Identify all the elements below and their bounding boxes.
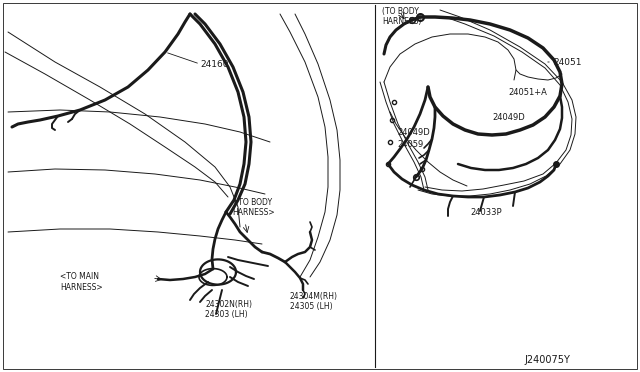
Text: 24051+A: 24051+A [508, 87, 547, 96]
Text: 24059: 24059 [397, 140, 423, 148]
Text: 24049D: 24049D [397, 128, 429, 137]
Text: 24303 (LH): 24303 (LH) [205, 310, 248, 318]
Text: <TO MAIN
HARNESS>: <TO MAIN HARNESS> [60, 272, 102, 292]
Text: 24160: 24160 [200, 60, 228, 68]
Text: 24049D: 24049D [492, 112, 525, 122]
Text: J240075Y: J240075Y [524, 355, 570, 365]
Text: 24033P: 24033P [470, 208, 502, 217]
Text: (TO BODY
HARNESS): (TO BODY HARNESS) [382, 7, 421, 26]
Text: <TO BODY
HARNESS>: <TO BODY HARNESS> [232, 198, 275, 217]
Text: 24051: 24051 [553, 58, 582, 67]
Text: 24305 (LH): 24305 (LH) [290, 302, 333, 311]
Text: 24302N(RH): 24302N(RH) [205, 299, 252, 308]
Text: 24304M(RH): 24304M(RH) [290, 292, 338, 301]
